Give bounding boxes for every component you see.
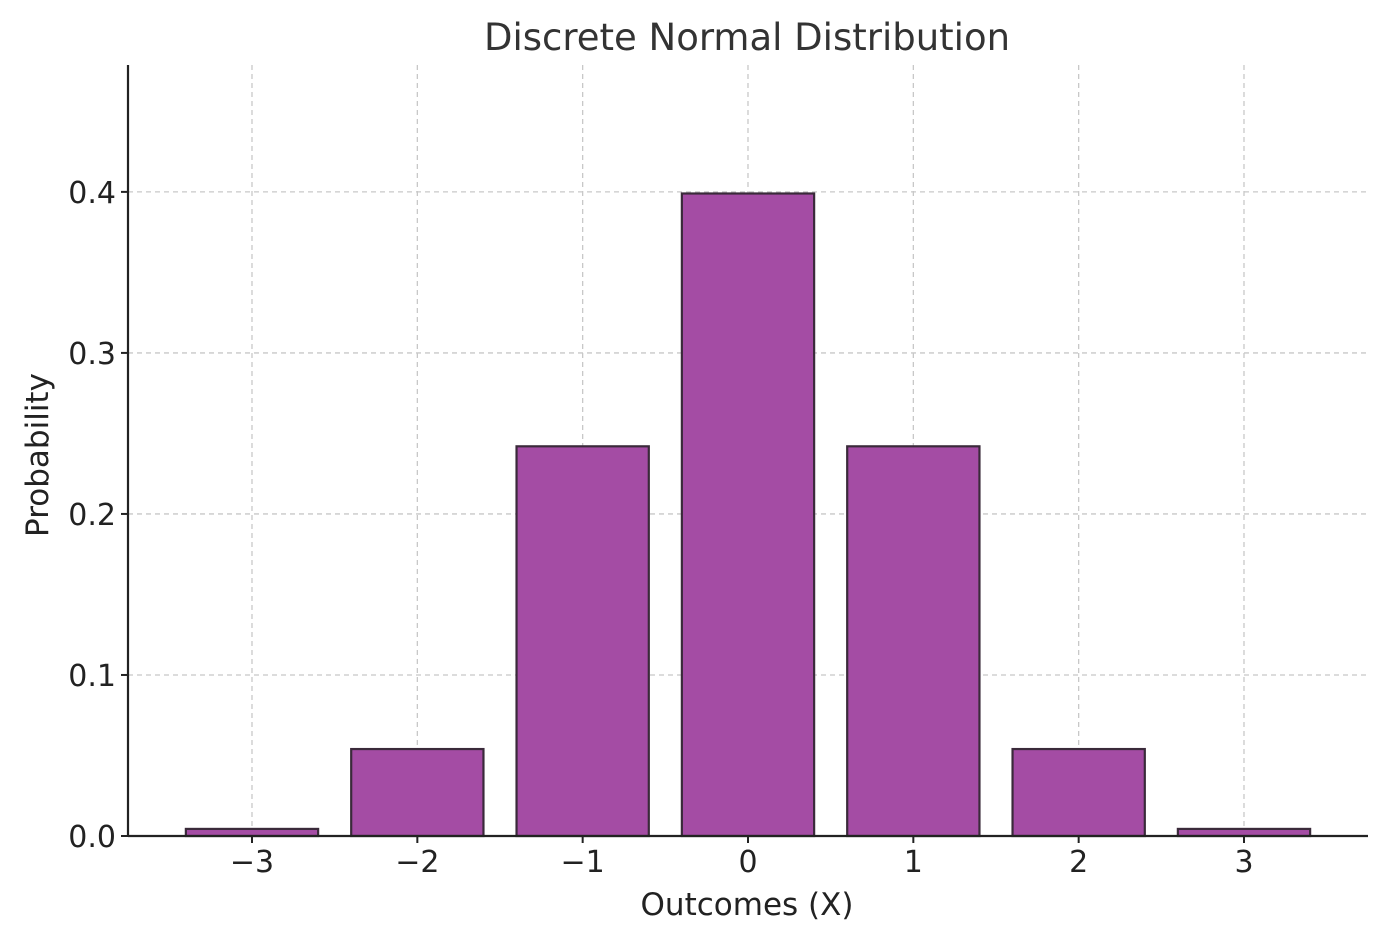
x-tick-label: 1 xyxy=(904,845,923,880)
y-tick-label: 0.0 xyxy=(68,820,116,855)
bar xyxy=(515,445,650,838)
bar xyxy=(680,192,816,838)
bar xyxy=(846,445,981,838)
x-tick-label: −1 xyxy=(561,845,605,880)
y-tick-label: 0.1 xyxy=(68,659,116,694)
bars xyxy=(184,192,1312,838)
y-tick-label: 0.4 xyxy=(68,176,116,211)
x-axis-label: Outcomes (X) xyxy=(641,887,854,923)
bar xyxy=(350,747,485,838)
x-ticks: −3 −2 −1 0 1 2 3 xyxy=(230,836,1254,880)
y-ticks: 0.0 0.1 0.2 0.3 0.4 xyxy=(68,176,128,855)
x-tick-label: −3 xyxy=(230,845,274,880)
y-tick-label: 0.2 xyxy=(68,498,116,533)
bar xyxy=(1011,747,1146,838)
x-tick-label: 2 xyxy=(1069,845,1088,880)
y-tick-label: 0.3 xyxy=(68,337,116,372)
x-tick-label: 0 xyxy=(738,845,757,880)
x-tick-label: 3 xyxy=(1234,845,1253,880)
y-axis-label: Probability xyxy=(20,373,56,537)
x-tick-label: −2 xyxy=(395,845,439,880)
chart-title: Discrete Normal Distribution xyxy=(484,16,1010,59)
